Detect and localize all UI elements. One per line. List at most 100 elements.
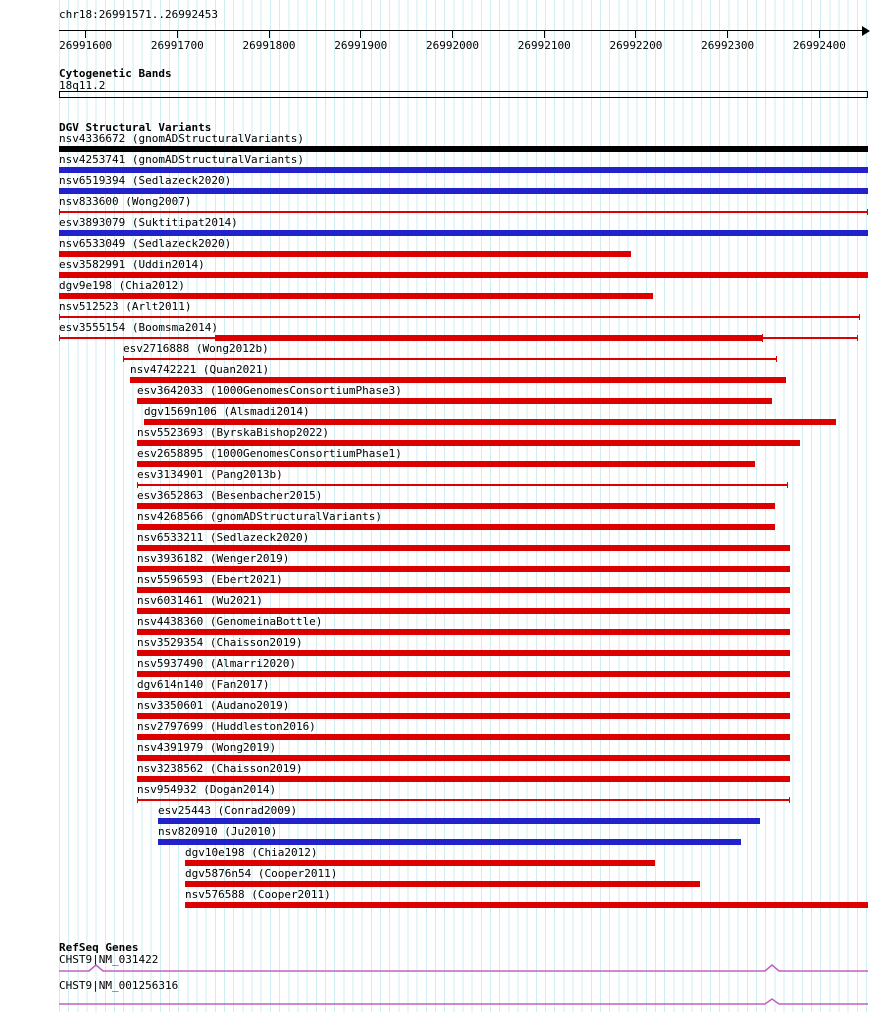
variant-line-tick	[137, 482, 138, 488]
variant-bar[interactable]	[185, 860, 655, 866]
variant-label[interactable]: esv3582991 (Uddin2014)	[59, 258, 205, 271]
variant-bar[interactable]	[59, 251, 631, 257]
variant-bar[interactable]	[137, 440, 800, 446]
variant-label[interactable]: esv2658895 (1000GenomesConsortiumPhase1)	[137, 447, 402, 460]
ruler-arrow-right-icon	[862, 26, 870, 36]
variant-bar[interactable]	[137, 608, 790, 614]
variant-line[interactable]	[123, 358, 777, 360]
ruler-tick	[360, 30, 362, 38]
variant-label[interactable]: nsv5523693 (ByrskaBishop2022)	[137, 426, 330, 439]
variant-line-tick	[137, 797, 138, 803]
variant-line[interactable]	[137, 484, 788, 486]
variant-label[interactable]: esv3555154 (Boomsma2014)	[59, 321, 218, 334]
gene-model-2[interactable]	[59, 995, 869, 1009]
variant-bar[interactable]	[215, 335, 762, 341]
variant-bar[interactable]	[137, 734, 790, 740]
variant-label[interactable]: nsv6533049 (Sedlazeck2020)	[59, 237, 232, 250]
variant-bar[interactable]	[130, 377, 786, 383]
variant-label[interactable]: nsv6519394 (Sedlazeck2020)	[59, 174, 232, 187]
variant-label[interactable]: nsv954932 (Dogan2014)	[137, 783, 277, 796]
variant-bar[interactable]	[59, 293, 653, 299]
cytoband-glyph[interactable]	[59, 91, 868, 98]
variant-bar[interactable]	[59, 188, 868, 194]
ruler-tick-label: 26992400	[792, 39, 846, 52]
variant-label[interactable]: dgv614n140 (Fan2017)	[137, 678, 270, 691]
variant-bar[interactable]	[137, 671, 790, 677]
variant-label[interactable]: nsv4742221 (Quan2021)	[130, 363, 270, 376]
variant-label[interactable]: esv3893079 (Suktitipat2014)	[59, 216, 238, 229]
variant-label[interactable]: nsv820910 (Ju2010)	[158, 825, 278, 838]
variant-line[interactable]	[59, 211, 868, 213]
variant-line-tick	[59, 314, 60, 320]
variant-label[interactable]: nsv4268566 (gnomADStructuralVariants)	[137, 510, 383, 523]
ruler-tick	[543, 30, 545, 38]
variant-bar[interactable]	[137, 398, 772, 404]
variant-label[interactable]: nsv4438360 (GenomeinaBottle)	[137, 615, 323, 628]
variant-bar[interactable]	[158, 839, 741, 845]
variant-line[interactable]	[59, 316, 860, 318]
variant-bar[interactable]	[137, 587, 790, 593]
variant-label[interactable]: esv3652863 (Besenbacher2015)	[137, 489, 323, 502]
variant-bar[interactable]	[137, 524, 775, 530]
variant-bar[interactable]	[137, 755, 790, 761]
ruler-tick-label: 26991600	[59, 39, 113, 52]
ruler-tick	[85, 30, 87, 38]
variant-bar[interactable]	[137, 629, 790, 635]
variant-line-tick	[59, 209, 60, 215]
ruler-axis-line	[59, 30, 868, 31]
variant-label[interactable]: nsv3529354 (Chaisson2019)	[137, 636, 303, 649]
variant-label[interactable]: nsv2797699 (Huddleston2016)	[137, 720, 316, 733]
variant-bar[interactable]	[137, 461, 755, 467]
variant-bar[interactable]	[137, 503, 775, 509]
variant-bar[interactable]	[144, 419, 836, 425]
variant-label[interactable]: esv2716888 (Wong2012b)	[123, 342, 269, 355]
variant-line-tick	[787, 482, 788, 488]
region-title: chr18:26991571..26992453	[59, 8, 218, 21]
variant-label[interactable]: esv3642033 (1000GenomesConsortiumPhase3)	[137, 384, 402, 397]
variant-bar[interactable]	[185, 902, 868, 908]
ruler-tick-label: 26992100	[517, 39, 571, 52]
variant-bar[interactable]	[137, 650, 790, 656]
variant-label[interactable]: esv3134901 (Pang2013b)	[137, 468, 283, 481]
variant-label[interactable]: nsv512523 (Arlt2011)	[59, 300, 192, 313]
variant-line-tick	[867, 209, 868, 215]
gene-model-1[interactable]	[59, 962, 869, 976]
variant-label[interactable]: nsv3238562 (Chaisson2019)	[137, 762, 303, 775]
variant-bar[interactable]	[59, 167, 868, 173]
variant-bar[interactable]	[158, 818, 760, 824]
ruler-tick-label: 26991800	[242, 39, 296, 52]
variant-label[interactable]: dgv5876n54 (Cooper2011)	[185, 867, 338, 880]
variant-bar[interactable]	[59, 272, 868, 278]
variant-bar[interactable]	[137, 545, 790, 551]
ruler-tick-label: 26992000	[425, 39, 479, 52]
variant-bar[interactable]	[137, 776, 790, 782]
variant-label[interactable]: nsv5937490 (Almarri2020)	[137, 657, 296, 670]
variant-line-tick	[59, 335, 60, 341]
refseq-header: RefSeq Genes	[59, 941, 139, 954]
variant-label[interactable]: nsv3936182 (Wenger2019)	[137, 552, 290, 565]
variant-label[interactable]: nsv833600 (Wong2007)	[59, 195, 192, 208]
variant-line-tick	[776, 356, 777, 362]
ruler-tick-label: 26991900	[334, 39, 388, 52]
variant-bar[interactable]	[137, 713, 790, 719]
variant-line[interactable]	[137, 799, 790, 801]
variant-label[interactable]: dgv1569n106 (Alsmadi2014)	[144, 405, 310, 418]
variant-label[interactable]: esv25443 (Conrad2009)	[158, 804, 298, 817]
variant-label[interactable]: nsv5596593 (Ebert2021)	[137, 573, 283, 586]
variant-bar[interactable]	[137, 692, 790, 698]
variant-line-tick	[859, 314, 860, 320]
variant-label[interactable]: nsv4336672 (gnomADStructuralVariants)	[59, 132, 305, 145]
variant-label[interactable]: nsv6031461 (Wu2021)	[137, 594, 263, 607]
variant-label[interactable]: nsv576588 (Cooper2011)	[185, 888, 331, 901]
variant-label[interactable]: nsv6533211 (Sedlazeck2020)	[137, 531, 310, 544]
variant-bar[interactable]	[137, 566, 790, 572]
variant-label[interactable]: nsv3350601 (Audano2019)	[137, 699, 290, 712]
variant-bar[interactable]	[59, 146, 868, 152]
variant-bar[interactable]	[185, 881, 700, 887]
variant-label[interactable]: nsv4391979 (Wong2019)	[137, 741, 277, 754]
variant-label[interactable]: dgv10e198 (Chia2012)	[185, 846, 318, 859]
variant-label[interactable]: dgv9e198 (Chia2012)	[59, 279, 185, 292]
variant-label[interactable]: nsv4253741 (gnomADStructuralVariants)	[59, 153, 305, 166]
variant-bar[interactable]	[59, 230, 868, 236]
